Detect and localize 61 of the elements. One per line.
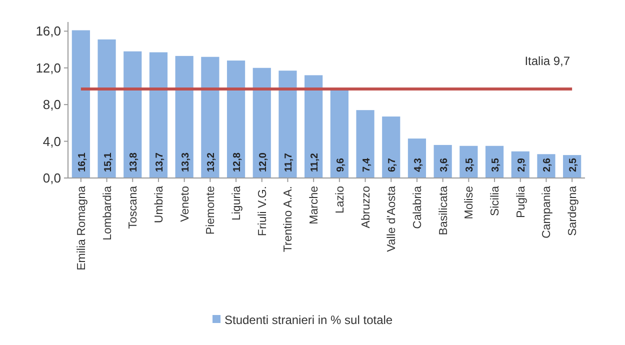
data-label: 12,0 [258, 152, 269, 172]
data-label: 3,5 [490, 158, 502, 172]
data-label: 13,7 [154, 152, 166, 172]
data-label: 6,7 [387, 158, 398, 172]
x-tick-label: Toscana [128, 185, 140, 229]
data-label: 12,8 [232, 152, 244, 172]
data-label: 11,2 [310, 152, 321, 172]
x-tick-label: Liguria [231, 185, 244, 221]
data-label: 11,7 [284, 152, 295, 172]
x-tick-label: Lazio [334, 186, 346, 214]
data-label: 3,6 [438, 158, 450, 172]
data-label: 2,5 [568, 158, 580, 172]
bar [72, 30, 90, 178]
x-tick-label: Sardegna [567, 185, 580, 236]
data-label: 2,6 [542, 158, 554, 172]
x-tick-label: Lombardia [102, 185, 114, 240]
data-label: 3,5 [464, 158, 476, 172]
data-label: 16,1 [76, 152, 88, 172]
y-tick-label: 4,0 [42, 134, 61, 149]
x-tick-label: Marche [308, 186, 321, 224]
bar [408, 138, 426, 178]
data-label: 2,9 [516, 158, 528, 172]
bar [175, 56, 194, 178]
data-label: 4,3 [412, 158, 424, 172]
x-tick-label: Veneto [179, 186, 192, 222]
data-label: 13,8 [128, 152, 140, 172]
x-tick-label: Trentino A.A. [282, 186, 295, 252]
bar [304, 75, 323, 178]
data-label: 15,1 [102, 152, 114, 172]
ref-line-label: Italia 9,7 [524, 54, 570, 68]
bar [124, 51, 142, 178]
data-label: 13,3 [180, 152, 192, 172]
y-tick-label: 8,0 [42, 97, 61, 112]
x-tick-label: Campania [541, 185, 554, 238]
x-tick-label: Valle d'Aosta [386, 185, 398, 252]
y-tick-label: 0,0 [42, 170, 61, 186]
bar [201, 56, 220, 178]
bar [356, 110, 374, 178]
legend-label: Studenti stranieri in % sul totale [224, 313, 393, 328]
x-tick-label: Abruzzo [360, 186, 372, 228]
x-tick-label: Piemonte [205, 186, 218, 235]
x-tick-label: Calabria [412, 185, 424, 229]
y-tick-label: 12,0 [36, 60, 61, 76]
data-label: 13,2 [206, 152, 218, 172]
bar [382, 116, 400, 178]
bar [278, 70, 297, 178]
x-tick-label: Puglia [515, 185, 528, 218]
bar [226, 60, 246, 178]
x-tick-label: Friuli V.G. [256, 186, 269, 236]
x-tick-label: Sicilia [490, 185, 502, 216]
bar [330, 90, 348, 178]
x-tick-label: Umbria [153, 185, 166, 224]
bar [98, 39, 116, 178]
y-tick-label: 16,0 [36, 24, 61, 39]
data-label: 9,6 [335, 158, 346, 172]
data-label: 7,4 [361, 158, 372, 172]
bar [252, 68, 271, 178]
bar [149, 52, 168, 178]
x-tick-label: Basilicata [438, 185, 450, 236]
x-tick-label: Molise [464, 186, 476, 220]
x-tick-label: Emilia Romagna [76, 185, 88, 270]
